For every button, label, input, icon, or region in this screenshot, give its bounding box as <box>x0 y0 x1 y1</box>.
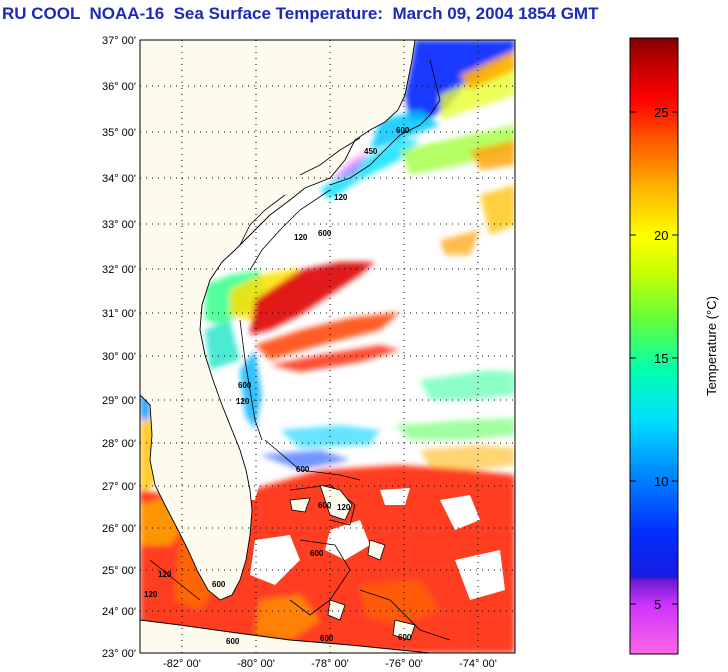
colorbar-gradient <box>629 37 679 655</box>
contour-label: 120 <box>294 233 308 242</box>
contour-label: 600 <box>396 126 410 135</box>
lat-label: 28° 00' <box>102 438 136 450</box>
lat-label: 27° 00' <box>102 481 136 493</box>
cuba-coast <box>140 619 431 653</box>
contour-label: 120 <box>158 570 172 579</box>
lat-label: 35° 00' <box>102 127 136 139</box>
longitude-axis: -82° 00' -80° 00' -78° 00' -76° 00' -74°… <box>163 658 497 670</box>
lat-label: 30° 00' <box>102 351 136 363</box>
contour-label: 600 <box>320 634 334 643</box>
map-frame <box>139 39 516 654</box>
map-panel: 600 450 120 120 600 600 120 600 120 600 … <box>140 40 515 653</box>
isobath-contours <box>149 59 451 641</box>
us-mainland <box>140 40 416 601</box>
contour-label: 120 <box>144 590 158 599</box>
lat-label: 36° 00' <box>102 81 136 93</box>
lat-label: 23° 00' <box>102 648 136 660</box>
lon-label: -76° 00' <box>385 658 423 670</box>
lat-label: 34° 00' <box>102 173 136 185</box>
lon-label: -74° 00' <box>459 658 497 670</box>
colorbar-title: Temperature (°C) <box>704 296 719 396</box>
contour-label: 600 <box>398 633 412 642</box>
contour-label: 600 <box>318 229 332 238</box>
lat-label: 37° 00' <box>102 35 136 47</box>
contour-label: 600 <box>238 381 252 390</box>
contour-label: 600 <box>310 549 324 558</box>
lon-label: -80° 00' <box>237 658 275 670</box>
sst-cold-north <box>405 40 515 120</box>
chart-title: RU COOL NOAA-16 Sea Surface Temperature:… <box>2 4 599 23</box>
contour-label: 450 <box>364 147 378 156</box>
lat-label: 29° 00' <box>102 395 136 407</box>
lon-label: -82° 00' <box>163 658 201 670</box>
land <box>140 40 431 653</box>
colorbar-tick-label: 15 <box>654 351 668 366</box>
contour-labels: 600 450 120 120 600 600 120 600 120 600 … <box>144 126 412 646</box>
lat-label: 33° 00' <box>102 219 136 231</box>
lon-label: -78° 00' <box>311 658 349 670</box>
contour-label: 120 <box>334 193 348 202</box>
graticule <box>140 40 515 653</box>
colorbar-tick-label: 10 <box>654 474 668 489</box>
contour-label: 600 <box>212 580 226 589</box>
contour-label: 120 <box>337 503 351 512</box>
colorbar-tick-label: 20 <box>654 228 668 243</box>
lat-label: 24° 00' <box>102 606 136 618</box>
colorbar-tick-label: 25 <box>654 105 668 120</box>
lat-label: 31° 00' <box>102 308 136 320</box>
sst-gulf-stream-filament <box>250 262 375 335</box>
contour-label: 120 <box>236 397 250 406</box>
contour-label: 600 <box>296 465 310 474</box>
bahamas-islands <box>289 484 416 641</box>
colorbar: 25 20 15 10 5 Temperature (°C) <box>629 37 719 655</box>
contour-label: 600 <box>318 501 332 510</box>
latitude-axis: 37° 00' 36° 00' 35° 00' 34° 00' 33° 00' … <box>102 35 136 660</box>
lat-label: 32° 00' <box>102 264 136 276</box>
lat-label: 26° 00' <box>102 523 136 535</box>
colorbar-tick-label: 5 <box>654 597 661 612</box>
contour-label: 600 <box>226 637 240 646</box>
lat-label: 25° 00' <box>102 565 136 577</box>
